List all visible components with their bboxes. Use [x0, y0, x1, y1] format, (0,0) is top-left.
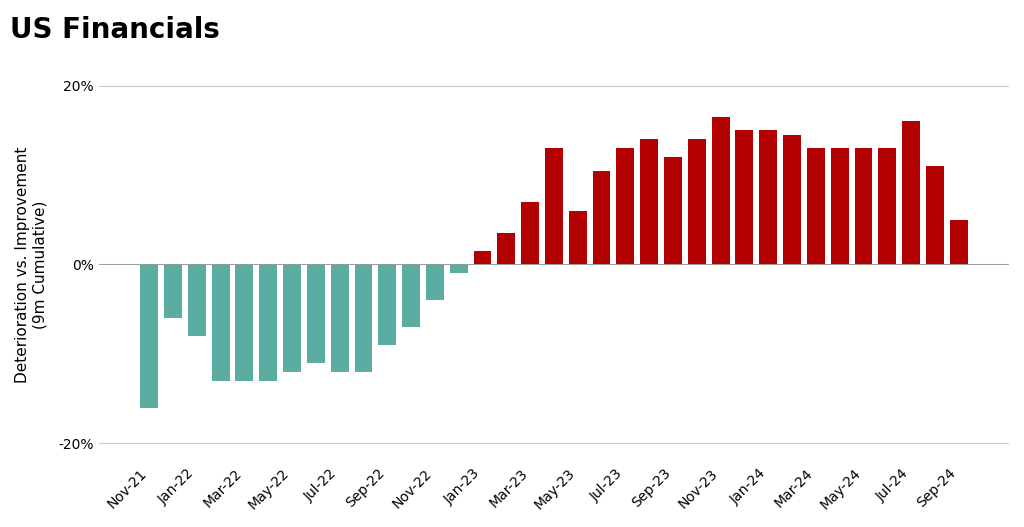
- Y-axis label: Deterioration vs. Improvement
(9m Cumulative): Deterioration vs. Improvement (9m Cumula…: [15, 147, 47, 383]
- Bar: [568, 211, 587, 265]
- Bar: [879, 148, 896, 265]
- Bar: [331, 265, 348, 372]
- Bar: [735, 130, 754, 265]
- Bar: [926, 166, 944, 265]
- Bar: [259, 265, 278, 380]
- Bar: [855, 148, 872, 265]
- Bar: [307, 265, 325, 363]
- Bar: [688, 139, 706, 265]
- Bar: [236, 265, 253, 380]
- Bar: [450, 265, 468, 274]
- Bar: [140, 265, 158, 407]
- Bar: [664, 157, 682, 265]
- Bar: [759, 130, 777, 265]
- Bar: [426, 265, 443, 300]
- Bar: [473, 251, 492, 265]
- Bar: [498, 233, 515, 265]
- Bar: [521, 202, 539, 265]
- Text: US Financials: US Financials: [10, 16, 220, 44]
- Bar: [783, 135, 801, 265]
- Bar: [593, 171, 610, 265]
- Bar: [164, 265, 182, 318]
- Bar: [640, 139, 658, 265]
- Bar: [830, 148, 849, 265]
- Bar: [545, 148, 563, 265]
- Bar: [354, 265, 373, 372]
- Bar: [212, 265, 229, 380]
- Bar: [807, 148, 824, 265]
- Bar: [712, 117, 729, 265]
- Bar: [187, 265, 206, 336]
- Bar: [402, 265, 420, 327]
- Bar: [950, 220, 968, 265]
- Bar: [902, 121, 920, 265]
- Bar: [616, 148, 634, 265]
- Bar: [378, 265, 396, 345]
- Bar: [283, 265, 301, 372]
